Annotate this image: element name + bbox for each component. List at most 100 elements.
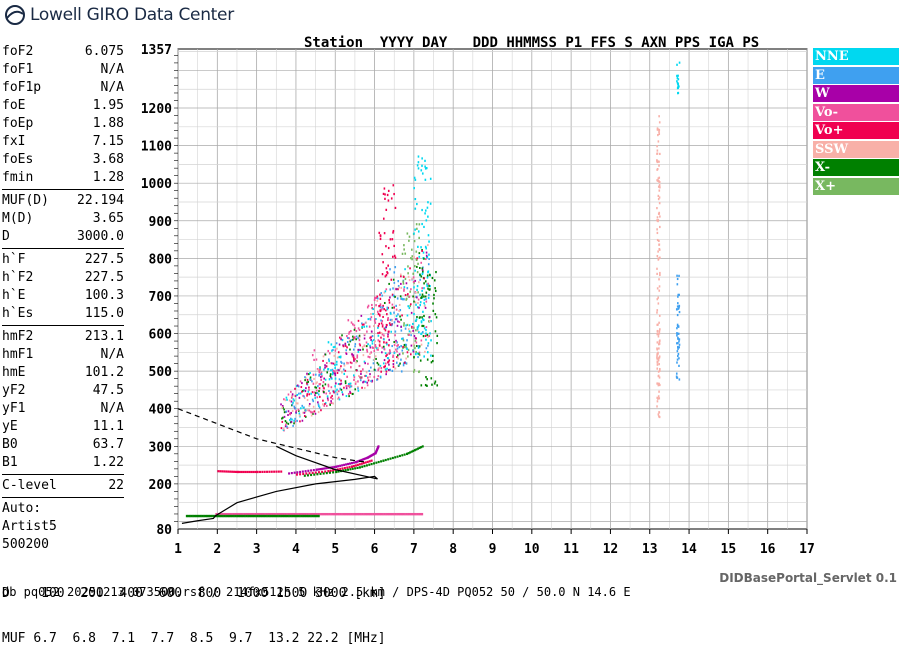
echo-point (366, 348, 368, 351)
echo-point (284, 425, 287, 428)
echo-point (396, 347, 399, 350)
echo-point (298, 392, 300, 395)
e-trace-point (233, 514, 235, 518)
x-tick-label: 12 (603, 542, 619, 557)
echo-point (377, 363, 380, 366)
echo-point (392, 363, 395, 366)
echo-point (659, 368, 661, 371)
echo-point (656, 356, 658, 359)
e-trace-point (411, 512, 414, 516)
e-trace-point (421, 512, 424, 516)
e-trace-point (217, 514, 220, 518)
echo-point (365, 341, 368, 344)
echo-point (676, 283, 679, 286)
echo-point (329, 392, 331, 395)
echo-point (370, 351, 372, 354)
echo-point (367, 362, 369, 365)
echo-point (372, 308, 374, 311)
echo-point (416, 202, 418, 206)
trace-point (359, 459, 362, 462)
e-trace-point (300, 512, 303, 516)
echo-point (281, 420, 284, 423)
echo-point (407, 293, 409, 296)
echo-point (365, 374, 368, 377)
e-trace-point (243, 512, 246, 516)
echo-point (407, 355, 409, 358)
echo-point (336, 393, 339, 396)
echo-point (676, 324, 679, 328)
trace-point (321, 470, 324, 473)
trace-point (256, 470, 259, 474)
echo-point (426, 206, 429, 209)
echo-point (283, 408, 285, 411)
echo-point (368, 369, 370, 372)
e-trace-point (347, 512, 350, 516)
param-name: h`F2 (2, 270, 34, 285)
param-value: 22 (108, 478, 124, 493)
echo-point (658, 382, 660, 385)
echo-point (416, 265, 418, 268)
echo-point (656, 309, 659, 312)
echo-point (307, 380, 310, 383)
echo-point (337, 351, 340, 354)
echo-point (421, 172, 424, 175)
x-tick-label: 6 (371, 542, 379, 557)
echo-point (400, 329, 403, 332)
echo-point (428, 284, 430, 287)
distance-value: 200 (80, 586, 120, 601)
echo-point (283, 398, 285, 401)
e-trace-point (198, 514, 201, 518)
echo-point (658, 415, 661, 419)
echo-point (340, 382, 343, 385)
y-tick-label: 1357 (141, 43, 172, 58)
e-trace-point (311, 514, 314, 518)
param-name: B0 (2, 437, 18, 452)
e-trace-point (300, 514, 303, 518)
echo-point (404, 327, 407, 330)
echo-point (310, 411, 313, 414)
echo-point (413, 334, 416, 337)
echo-point (659, 273, 661, 277)
param-name: h`F (2, 252, 26, 267)
e-trace-point (361, 512, 364, 516)
param-name: h`E (2, 288, 26, 303)
echo-point (428, 273, 431, 276)
trace-point (238, 470, 241, 474)
param-value: 227.5 (84, 252, 124, 267)
echo-point (383, 301, 386, 304)
echo-point (368, 356, 371, 359)
echo-point (657, 257, 660, 260)
echo-point (422, 270, 424, 273)
echo-point (357, 319, 360, 322)
echo-point (356, 360, 358, 363)
trace-point (315, 468, 318, 471)
echo-point (285, 396, 288, 399)
param-name: h`Es (2, 306, 34, 321)
echo-point (417, 352, 420, 355)
echo-point (432, 359, 434, 363)
echo-point (327, 341, 330, 344)
echo-point (402, 362, 405, 365)
echo-point (429, 177, 432, 180)
echo-point (421, 267, 424, 270)
echo-point (365, 325, 368, 328)
echo-point (397, 313, 399, 316)
param-row: B1 1.22 (2, 454, 124, 472)
echo-point (383, 341, 385, 344)
e-trace-point (257, 512, 260, 516)
echo-point (292, 424, 294, 427)
echo-point (352, 348, 355, 351)
echo-point (657, 323, 659, 326)
echo-point (656, 272, 658, 275)
echo-point (424, 245, 427, 248)
echo-point (392, 354, 394, 357)
echo-point (407, 275, 410, 278)
echo-point (348, 332, 350, 335)
echo-point (382, 192, 385, 196)
e-trace-point (249, 512, 252, 516)
echo-point (424, 334, 427, 337)
echo-point (386, 367, 388, 370)
echo-point (382, 362, 385, 365)
echo-point (420, 339, 423, 342)
e-trace-point (350, 512, 353, 516)
